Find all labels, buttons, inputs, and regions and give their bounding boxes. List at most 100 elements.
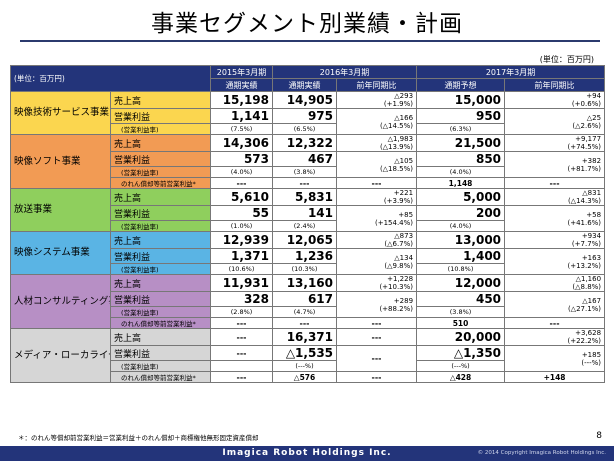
row-label: のれん償却等前営業利益* xyxy=(109,317,212,329)
cell-margin: (10.3%) xyxy=(272,263,338,275)
cell-yoy: △873 (△6.7%) xyxy=(336,231,418,249)
cell-value: --- xyxy=(210,371,274,383)
header-actual-2016: 通期実績 xyxy=(272,78,338,92)
row-label: 営業利益 xyxy=(109,345,212,361)
cell-value: △1,535 xyxy=(272,345,338,361)
cell-value: 141 xyxy=(272,205,338,221)
cell-value: △576 xyxy=(272,371,338,383)
segment-label: 映像ソフト事業 xyxy=(10,134,111,189)
cell-value: 850 xyxy=(416,151,506,167)
cell-value: 5,831 xyxy=(272,188,338,206)
cell-margin: (7.5%) xyxy=(210,123,274,135)
cell-yoy: +221 (+3.9%) xyxy=(336,188,418,206)
row-label: 売上高 xyxy=(109,274,212,292)
cell-yoy: +9,177 (+74.5%) xyxy=(504,134,606,152)
cell-value: 1,400 xyxy=(416,248,506,264)
header-actual-2015: 通期実績 xyxy=(210,78,274,92)
unit-label: (単位：百万円) xyxy=(539,55,594,64)
cell-yoy: +1,228 (+10.3%) xyxy=(336,274,418,292)
header-yoy-2016: 前年同期比 xyxy=(336,78,418,92)
cell-margin: (1.0%) xyxy=(210,220,274,232)
row-label: (営業利益率) xyxy=(109,263,212,275)
cell-value: --- xyxy=(272,317,338,329)
row-label: 売上高 xyxy=(109,188,212,206)
segment-label: 人材コンサルティング事業 xyxy=(10,274,111,329)
cell-value: 14,905 xyxy=(272,91,338,109)
cell-margin: (2.8%) xyxy=(210,306,274,318)
row-label: 営業利益 xyxy=(109,248,212,264)
cell-margin: (---%) xyxy=(416,360,506,372)
cell-yoy: +382 (+81.7%) xyxy=(504,151,606,178)
cell-value: 1,141 xyxy=(210,108,274,124)
cell-margin: (---%) xyxy=(272,360,338,372)
cell-yoy: △1,983 (△13.9%) xyxy=(336,134,418,152)
cell-yoy: △105 (△18.5%) xyxy=(336,151,418,178)
segment-label: メディア・ローカライゼーション事業 xyxy=(10,328,111,383)
header-fy2017: 2017年3月期 xyxy=(416,65,606,79)
cell-value: 55 xyxy=(210,205,274,221)
cell-value: 12,065 xyxy=(272,231,338,249)
cell-value: 5,000 xyxy=(416,188,506,206)
cell-value: 200 xyxy=(416,205,506,221)
cell-value: 467 xyxy=(272,151,338,167)
cell-margin: (6.3%) xyxy=(416,123,506,135)
cell-value: 12,939 xyxy=(210,231,274,249)
row-label: 営業利益 xyxy=(109,108,212,124)
cell-value: 1,148 xyxy=(416,177,506,189)
cell-value: 617 xyxy=(272,291,338,307)
segment-label: 映像技術サービス事業 xyxy=(10,91,111,135)
cell-value: △428 xyxy=(416,371,506,383)
cell-value: 12,000 xyxy=(416,274,506,292)
cell-value: 15,000 xyxy=(416,91,506,109)
cell-yoy: --- xyxy=(336,345,418,372)
row-label: 売上高 xyxy=(109,91,212,109)
cell-yoy: +289 (+88.2%) xyxy=(336,291,418,318)
cell-value: --- xyxy=(272,177,338,189)
cell-value: 21,500 xyxy=(416,134,506,152)
cell-value: --- xyxy=(210,177,274,189)
row-label: (営業利益率) xyxy=(109,123,212,135)
cell-yoy: +185 (---%) xyxy=(504,345,606,372)
cell-yoy: --- xyxy=(336,371,418,383)
cell-margin: (3.8%) xyxy=(272,166,338,178)
cell-yoy: --- xyxy=(336,177,418,189)
row-label: のれん償却等前営業利益* xyxy=(109,371,212,383)
cell-value: 13,000 xyxy=(416,231,506,249)
cell-yoy: +85 (+154.4%) xyxy=(336,205,418,232)
cell-value: 975 xyxy=(272,108,338,124)
cell-yoy: --- xyxy=(504,317,606,329)
header-forecast-2017: 通期予想 xyxy=(416,78,506,92)
cell-margin: (4.0%) xyxy=(210,166,274,178)
cell-yoy: +934 (+7.7%) xyxy=(504,231,606,249)
footer-bar: Imagica Robot Holdings Inc. © 2014 Copyr… xyxy=(0,446,614,461)
header-fy2016: 2016年3月期 xyxy=(272,65,418,79)
row-label: 営業利益 xyxy=(109,205,212,221)
cell-yoy: +148 xyxy=(504,371,606,383)
cell-yoy: △831 (△14.3%) xyxy=(504,188,606,206)
cell-yoy: △1,160 (△8.8%) xyxy=(504,274,606,292)
cell-margin: (4.7%) xyxy=(272,306,338,318)
footnote: ＊：のれん等償却前営業利益＝営業利益＋のれん償却＋商標権他無形固定資産償却 xyxy=(18,434,259,442)
cell-margin: (4.0%) xyxy=(416,220,506,232)
footer-company: Imagica Robot Holdings Inc. xyxy=(222,448,392,458)
segment-label: 映像システム事業 xyxy=(10,231,111,275)
cell-yoy: +58 (+41.6%) xyxy=(504,205,606,232)
cell-value: 13,160 xyxy=(272,274,338,292)
cell-value: 20,000 xyxy=(416,328,506,346)
cell-value: 11,931 xyxy=(210,274,274,292)
cell-value: 12,322 xyxy=(272,134,338,152)
cell-yoy: --- xyxy=(336,328,418,346)
cell-yoy: △134 (△9.8%) xyxy=(336,248,418,275)
cell-yoy: △166 (△14.5%) xyxy=(336,108,418,135)
cell-yoy: △167 (△27.1%) xyxy=(504,291,606,318)
cell-margin: (4.0%) xyxy=(416,166,506,178)
cell-yoy: △25 (△2.6%) xyxy=(504,108,606,135)
cell-yoy: △293 (+1.9%) xyxy=(336,91,418,109)
row-label: 売上高 xyxy=(109,134,212,152)
segment-results-table: (単位：百万円) 2015年3月期 2016年3月期 2017年3月期 通期実績… xyxy=(9,65,606,383)
page-number: 8 xyxy=(596,431,602,441)
footer-copyright: © 2014 Copyright Imagica Robot Holdings … xyxy=(477,450,606,456)
cell-value: 328 xyxy=(210,291,274,307)
cell-value: --- xyxy=(210,345,274,361)
row-label: (営業利益率) xyxy=(109,360,212,372)
